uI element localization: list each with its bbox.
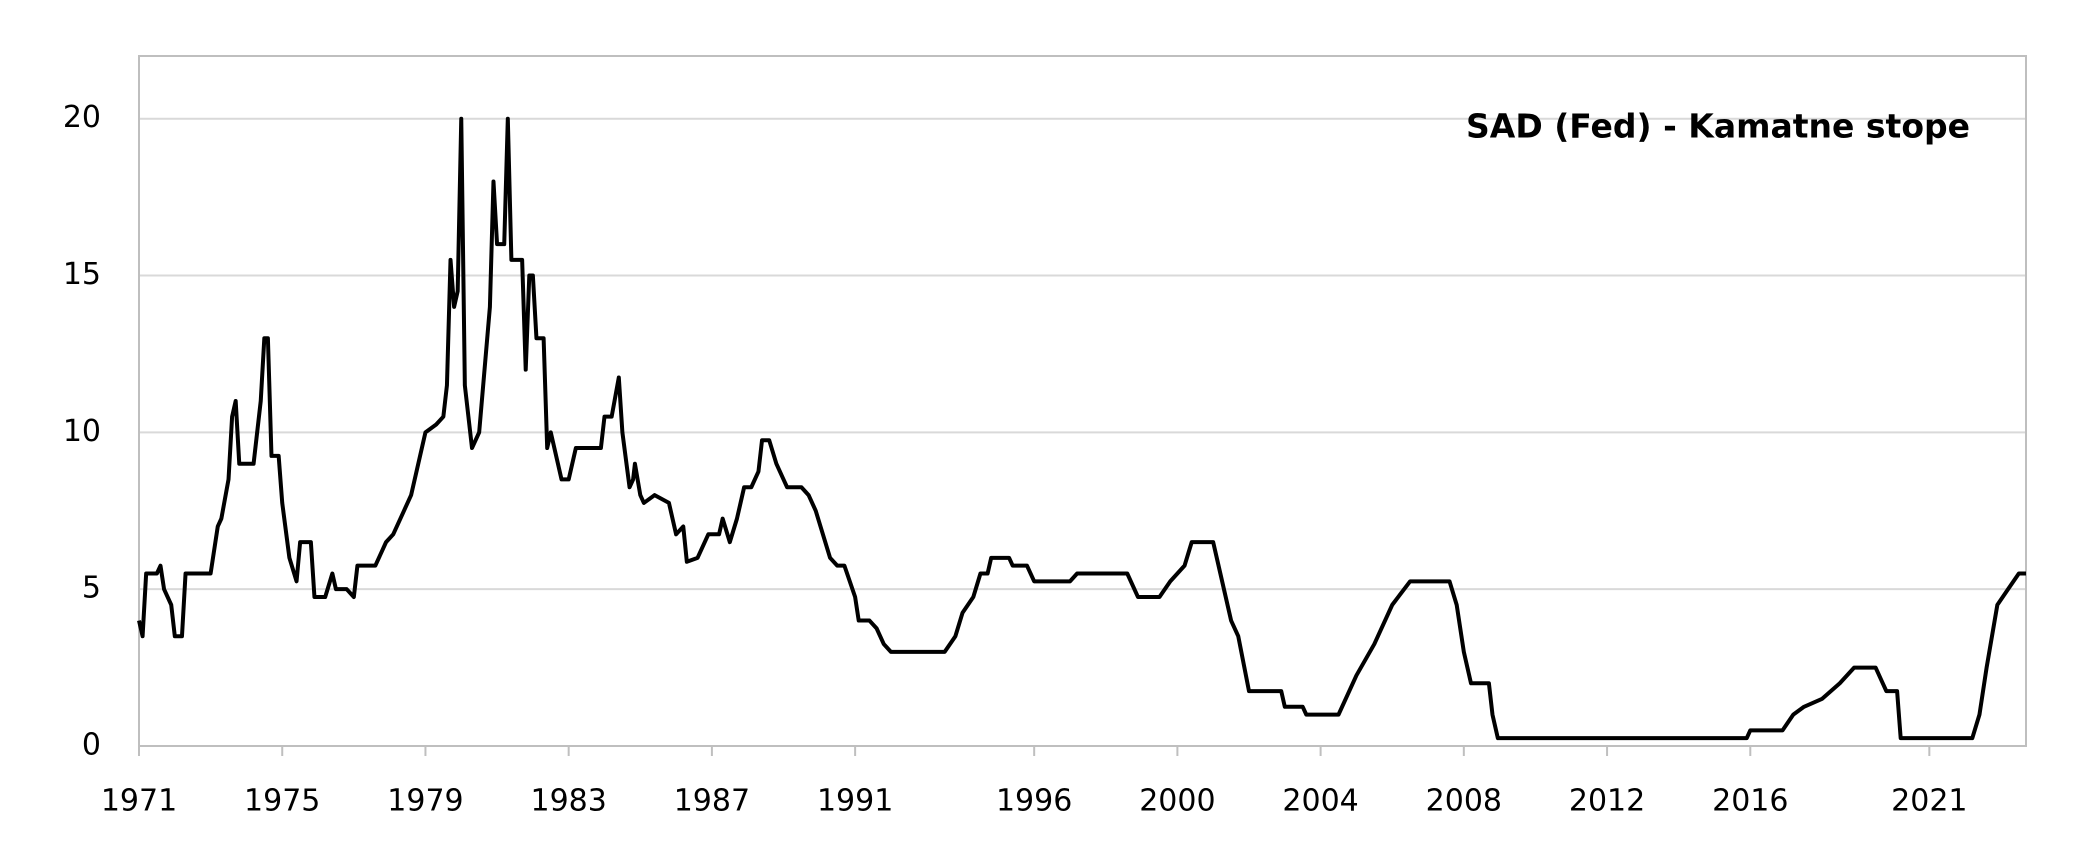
x-tick-label: 2000 [1139, 784, 1215, 819]
line-series [137, 116, 2026, 741]
y-tick-label: 20 [63, 100, 101, 135]
x-tick-label: 2012 [1569, 784, 1645, 819]
y-tick-label: 10 [63, 414, 101, 449]
x-tick-label: 1991 [817, 784, 893, 819]
x-tick-label: 2021 [1891, 784, 1967, 819]
y-tick-label: 5 [82, 571, 101, 606]
y-tick-label: 0 [82, 728, 101, 763]
x-tick-label: 1983 [530, 784, 606, 819]
x-tick-label: 2016 [1712, 784, 1788, 819]
x-tick-label: 1971 [101, 784, 177, 819]
y-tick-label: 15 [63, 257, 101, 292]
x-tick-label: 2008 [1426, 784, 1502, 819]
x-tick-label: 2004 [1282, 784, 1358, 819]
plot-frame [138, 55, 2027, 747]
x-tick-label: 1996 [996, 784, 1072, 819]
x-tick-label: 1975 [244, 784, 320, 819]
x-tick-label: 1979 [387, 784, 463, 819]
x-tick-label: 1987 [674, 784, 750, 819]
chart-title: SAD (Fed) - Kamatne stope [1466, 107, 1970, 146]
